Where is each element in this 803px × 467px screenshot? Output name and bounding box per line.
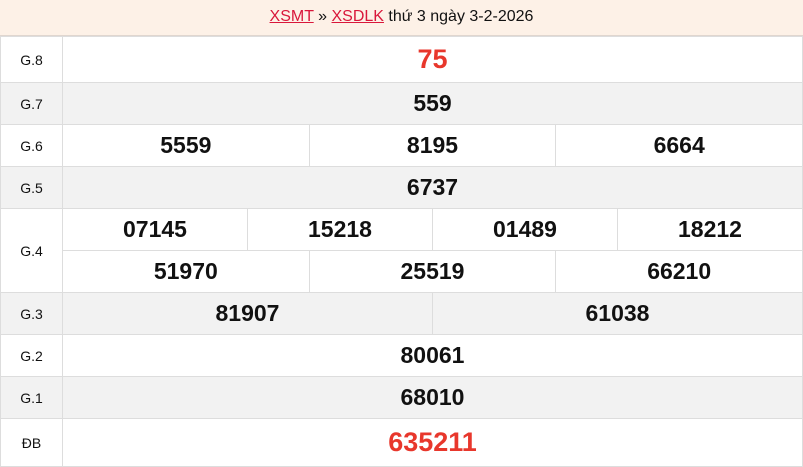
prize-number: 68010 [62,376,803,419]
prize-label: ĐB [0,418,63,467]
prize-number: 80061 [62,334,803,377]
breadcrumb-separator: » [313,8,332,25]
results-header: XSMT » XSDLK thứ 3 ngày 3-2-2026 [0,0,803,36]
prize-label: G.4 [0,208,63,293]
prize-number: 6737 [62,166,803,209]
prize-row-g3: G.3 81907 61038 [0,292,803,335]
prize-label: G.8 [0,36,63,83]
prize-number: 01489 [432,209,617,250]
prize-label: G.7 [0,82,63,125]
prize-label: G.6 [0,124,63,167]
prize-number: 81907 [215,300,280,326]
prize-label: G.2 [0,334,63,377]
prize-row-g4: G.4 07145 15218 01489 18212 51970 25519 66210 [0,208,803,293]
prize-number: 75 [62,36,803,83]
prize-number: 8195 [308,125,556,166]
prize-label: G.1 [0,376,63,419]
prize-number: 51970 [153,258,218,284]
prize-row-g2: G.2 80061 [0,334,803,377]
prize-label: G.5 [0,166,63,209]
xsdlk-link[interactable]: XSDLK [331,8,384,25]
prize-row-g6: G.6 5559 8195 6664 [0,124,803,167]
prize-row-g1: G.1 68010 [0,376,803,419]
prize-number: 18212 [617,209,802,250]
prize-row-g5: G.5 6737 [0,166,803,209]
prize-number: 61038 [432,293,802,334]
prize-number: 635211 [62,418,803,467]
prize-row-special: ĐB 635211 [0,418,803,467]
prize-row-g7: G.7 559 [0,82,803,125]
prize-label: G.3 [0,292,63,335]
prize-number: 25519 [308,251,556,292]
prize-number: 15218 [247,209,432,250]
results-table: G.8 75 G.7 559 G.6 5559 8195 6664 G.5 6737 G.… [0,36,803,467]
xsmt-link[interactable]: XSMT [269,8,314,25]
prize-number: 6664 [555,125,802,166]
prize-number: 559 [62,82,803,125]
prize-row-g8: G.8 75 [0,36,803,83]
draw-date: thứ 3 ngày 3-2-2026 [383,8,534,25]
prize-number: 66210 [555,251,802,292]
prize-number: 5559 [160,132,212,158]
prize-number: 07145 [123,216,187,242]
